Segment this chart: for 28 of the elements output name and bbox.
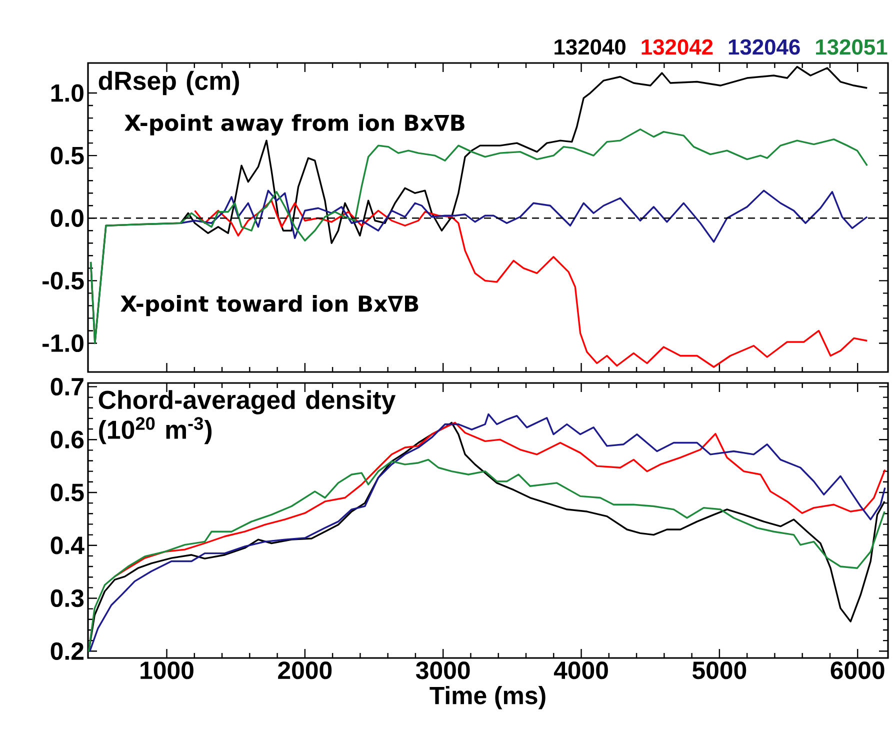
series-label: 132040 (554, 39, 626, 55)
y-tick-label: -0.5 (42, 272, 84, 290)
text: 132046 (728, 39, 800, 55)
line-series (180, 190, 868, 243)
x-tick-label: 6000 (830, 662, 884, 680)
x-tick-label: 4000 (554, 662, 608, 680)
annotation: X-point toward ion Bx∇B (120, 294, 418, 316)
x-tick-label: 5000 (692, 662, 746, 680)
x-axis-title: Time (ms) (430, 686, 546, 710)
line-series (88, 458, 886, 653)
chart-title: dRsep (cm) (98, 70, 239, 96)
y-tick-label: 0.2 (50, 642, 84, 660)
y-tick-label: 0.5 (50, 484, 84, 502)
x-tick-label: 1000 (140, 662, 194, 680)
y-tick-label: 0.0 (50, 209, 84, 227)
y-tick-label: -1.0 (42, 334, 84, 352)
y-tick-label: 0.6 (50, 430, 84, 448)
y-tick-label: 0.7 (50, 378, 84, 396)
x-tick-label: 3000 (416, 662, 470, 680)
y-tick-label: 1.0 (51, 84, 84, 102)
x-tick-label: 2000 (278, 662, 332, 680)
y-tick-label: 0.3 (50, 589, 84, 608)
text: 132042 (642, 39, 713, 55)
annotation: X-point away from ion Bx∇B (124, 114, 464, 136)
text: Chord-averaged density (10$^{20}$ m$^{-3}$) (98, 390, 396, 444)
y-tick-label: 0.5 (50, 146, 84, 164)
text: 132051 (816, 39, 888, 55)
y-tick-label: 0.4 (50, 536, 84, 554)
